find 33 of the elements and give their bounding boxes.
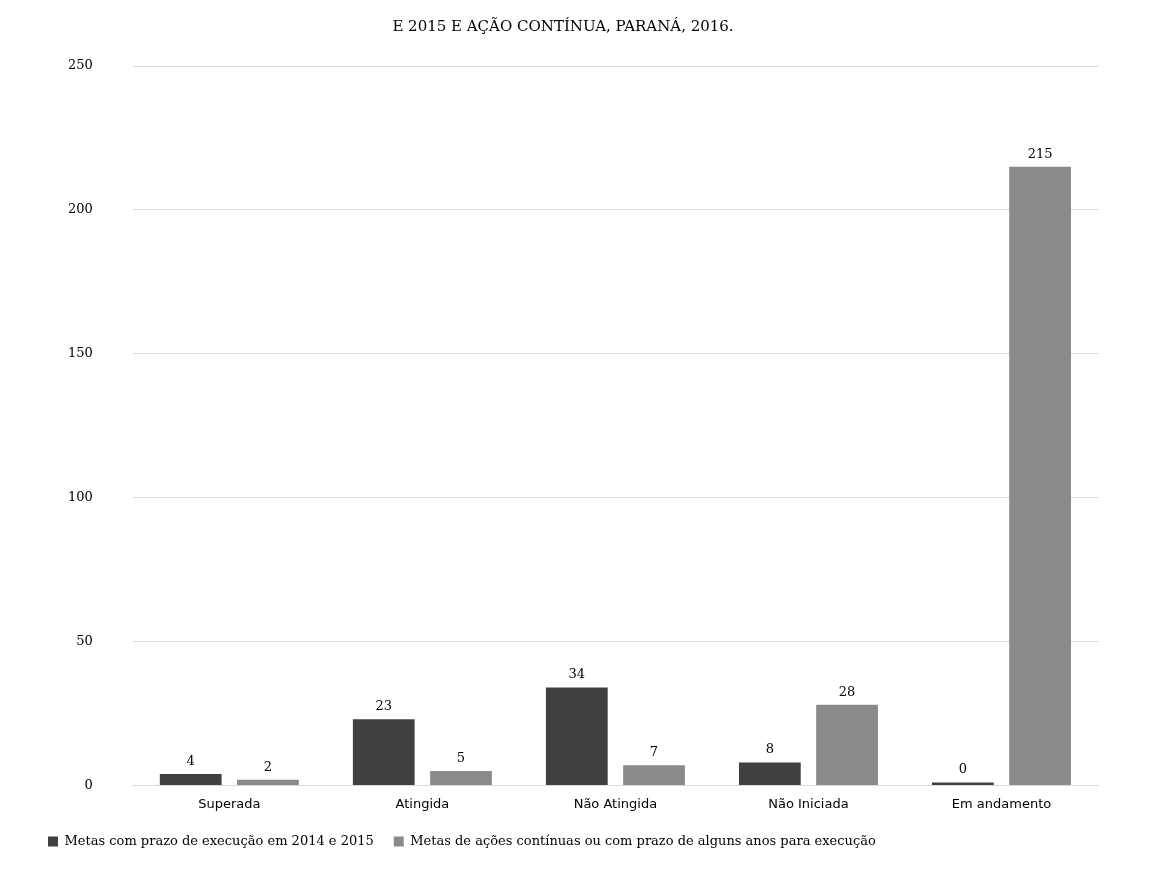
data-label: 215 bbox=[1027, 145, 1053, 161]
bar bbox=[237, 779, 299, 785]
bar bbox=[816, 704, 878, 785]
y-tick-label: 150 bbox=[67, 345, 93, 361]
x-tick-label: Não Iniciada bbox=[768, 795, 849, 811]
bar bbox=[545, 687, 608, 785]
y-tick-label: 50 bbox=[76, 632, 93, 648]
bar bbox=[738, 762, 801, 785]
data-label: 5 bbox=[456, 749, 466, 765]
bar bbox=[1009, 166, 1071, 785]
data-label: 8 bbox=[765, 741, 774, 757]
data-label: 7 bbox=[649, 744, 659, 760]
x-tick-label: Não Atingida bbox=[573, 795, 658, 811]
data-label: 0 bbox=[958, 761, 968, 777]
bar bbox=[159, 773, 222, 785]
y-tick-label: 200 bbox=[67, 201, 93, 217]
bar bbox=[352, 719, 415, 785]
legend-label: Metas com prazo de execução em 2014 e 2015 bbox=[64, 832, 374, 848]
legend-label: Metas de ações contínuas ou com prazo de alguns anos para execução bbox=[410, 832, 876, 848]
data-label: 23 bbox=[375, 698, 393, 714]
chart-title: E 2015 E AÇÃO CONTÍNUA, PARANÁ, 2016. bbox=[392, 16, 734, 35]
data-label: 34 bbox=[568, 666, 586, 682]
x-tick-label: Superada bbox=[198, 795, 261, 811]
x-tick-label: Em andamento bbox=[951, 795, 1052, 811]
data-label: 2 bbox=[263, 758, 273, 774]
y-tick-label: 0 bbox=[84, 776, 93, 792]
data-label: 28 bbox=[838, 683, 856, 699]
bar bbox=[623, 765, 685, 785]
bar bbox=[430, 771, 492, 785]
x-tick-label: Atingida bbox=[395, 795, 450, 811]
y-tick-label: 100 bbox=[67, 489, 93, 505]
y-tick-label: 250 bbox=[67, 57, 93, 73]
data-label: 4 bbox=[186, 752, 195, 768]
